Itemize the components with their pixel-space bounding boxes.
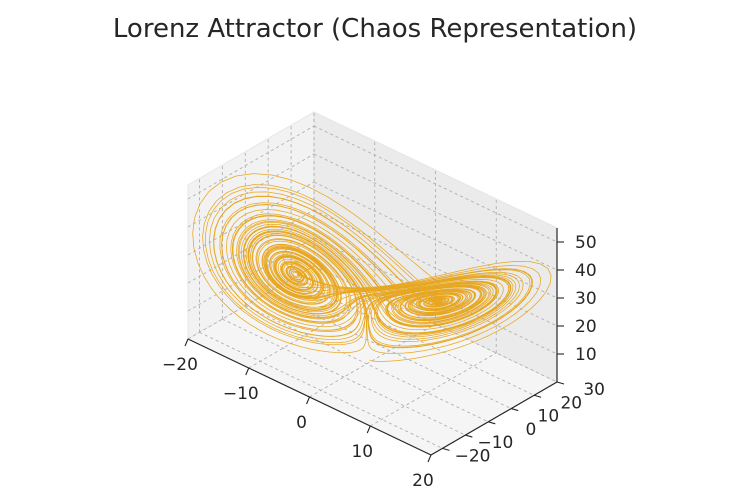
y-tick-label: −10 bbox=[478, 433, 514, 453]
y-tick-mark bbox=[442, 447, 450, 451]
y-tick-label: −20 bbox=[455, 446, 491, 466]
y-tick-mark bbox=[465, 434, 473, 438]
grid-line-z-back bbox=[313, 153, 558, 271]
grid-line-z-left bbox=[187, 125, 315, 200]
grid-line-z-back bbox=[313, 181, 558, 299]
y-tick-label: 0 bbox=[525, 420, 536, 440]
x-tick-mark bbox=[305, 396, 311, 405]
z-tick-label: 30 bbox=[575, 289, 597, 309]
grid-line-x-floor bbox=[309, 323, 436, 398]
y-axis-line bbox=[430, 381, 558, 456]
x-tick-mark bbox=[427, 454, 432, 463]
y-tick-label: 20 bbox=[560, 393, 582, 413]
x-tick-label: 20 bbox=[412, 471, 434, 491]
y-tick-mark bbox=[533, 394, 542, 398]
y-tick-mark bbox=[556, 381, 565, 385]
grid-line-y-floor bbox=[222, 318, 466, 436]
grid-line-z-left bbox=[187, 153, 315, 228]
grid-line-y-floor bbox=[267, 292, 512, 409]
x-tick-label: 10 bbox=[351, 442, 373, 462]
x-tick-mark bbox=[245, 367, 250, 376]
x-tick-label: 0 bbox=[296, 413, 307, 433]
grid-line-x-floor bbox=[370, 352, 497, 427]
x-tick-mark bbox=[184, 338, 189, 347]
chart-title: Lorenz Attractor (Chaos Representation) bbox=[112, 14, 638, 44]
y-tick-label: 10 bbox=[538, 407, 560, 427]
z-tick-label: 50 bbox=[575, 233, 597, 253]
grid-line-y-floor bbox=[313, 265, 558, 383]
trajectory-line bbox=[192, 173, 552, 362]
grid-line-z-back bbox=[313, 125, 558, 243]
y-tick-mark bbox=[511, 408, 519, 412]
x-tick-label: −20 bbox=[162, 355, 198, 375]
x-tick-label: −10 bbox=[223, 384, 259, 404]
grid-line-x-floor bbox=[248, 294, 375, 369]
z-tick-label: 20 bbox=[575, 317, 597, 337]
x-tick-mark bbox=[366, 425, 371, 434]
y-tick-label: 30 bbox=[583, 380, 605, 400]
attractor-trajectory bbox=[192, 173, 552, 362]
z-tick-label: 40 bbox=[575, 261, 597, 281]
z-tick-label: 10 bbox=[575, 345, 597, 365]
grid-line-z-left bbox=[187, 181, 315, 256]
axis-lines bbox=[184, 228, 565, 463]
grid-line-y-floor bbox=[245, 305, 489, 423]
y-tick-mark bbox=[488, 421, 496, 425]
grid-line-y-floor bbox=[199, 331, 443, 449]
